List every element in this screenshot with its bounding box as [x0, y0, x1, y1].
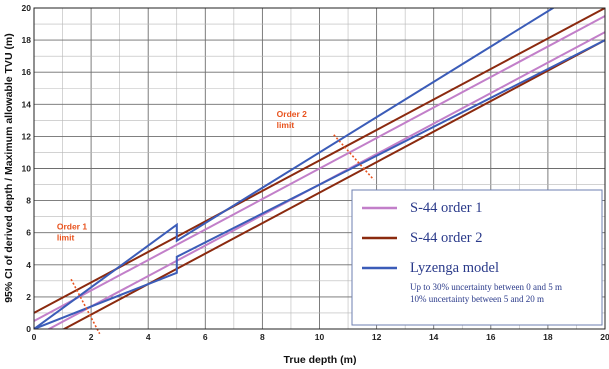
x-tick-label: 4: [146, 332, 151, 342]
x-tick-label: 0: [32, 332, 37, 342]
y-tick-label: 18: [22, 35, 32, 45]
legend: S-44 order 1 S-44 order 2 Lyzenga model Up …: [352, 190, 602, 325]
x-axis-ticks: 0 2 4 6 8 10 12 14 16 18 20: [32, 332, 609, 342]
x-tick-label: 12: [372, 332, 382, 342]
x-tick-label: 8: [260, 332, 265, 342]
x-tick-label: 2: [89, 332, 94, 342]
y-tick-label: 10: [22, 164, 32, 174]
y-tick-label: 2: [26, 292, 31, 302]
y-tick-label: 20: [22, 3, 32, 13]
legend-note: Up to 30% uncertainty between 0 and 5 m: [410, 282, 562, 292]
x-tick-label: 18: [543, 332, 553, 342]
x-axis-title: True depth (m): [284, 354, 357, 366]
legend-label-2: S-44 order 2: [410, 230, 483, 246]
legend-label-3: Lyzenga model: [410, 260, 499, 276]
y-axis-ticks: 0 2 4 6 8 10 12 14 16 18 20: [22, 3, 32, 334]
annotation-2-label: limit: [277, 120, 295, 130]
y-tick-label: 8: [26, 196, 31, 206]
legend-label-1: S-44 order 1: [410, 200, 483, 216]
x-tick-label: 16: [486, 332, 496, 342]
y-tick-label: 0: [26, 324, 31, 334]
y-tick-label: 12: [22, 131, 32, 141]
x-tick-label: 6: [203, 332, 208, 342]
y-axis-title: 95% CI of derived depth / Maximum allowa…: [3, 33, 15, 303]
annotation-2-label: Order 2: [277, 109, 308, 119]
y-tick-label: 14: [22, 99, 32, 109]
x-tick-label: 14: [429, 332, 439, 342]
annotation-1-label: limit: [57, 232, 75, 242]
x-tick-label: 20: [600, 332, 609, 342]
annotation-1-label: Order 1: [57, 221, 88, 231]
x-tick-label: 10: [315, 332, 325, 342]
y-tick-label: 6: [26, 228, 31, 238]
y-tick-label: 16: [22, 67, 32, 77]
legend-note: 10% uncertainty between 5 and 20 m: [410, 294, 544, 304]
y-tick-label: 4: [26, 260, 31, 270]
